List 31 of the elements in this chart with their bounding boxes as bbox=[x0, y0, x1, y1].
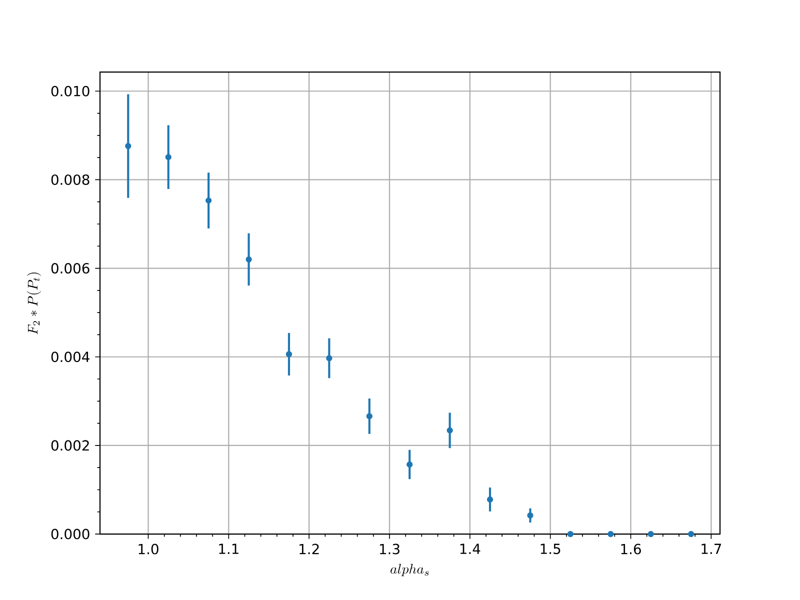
x-tick-label: 1.2 bbox=[300, 544, 319, 554]
y-tick-label: 0.010 bbox=[51, 86, 90, 96]
y-tick-label: 0.004 bbox=[51, 352, 90, 362]
point bbox=[165, 154, 172, 160]
point bbox=[648, 530, 654, 538]
point bbox=[567, 530, 574, 538]
y-tick-label: 0.002 bbox=[51, 440, 89, 451]
x-tick-label: 1.1 bbox=[219, 544, 238, 554]
x-tick-label: 1.4 bbox=[460, 544, 480, 554]
x-tick-label: 1.3 bbox=[380, 544, 400, 554]
x-axis-title: $alpha_s$ bbox=[390, 564, 429, 576]
y-tick-label: 0.000 bbox=[51, 528, 90, 540]
point bbox=[527, 512, 534, 518]
point bbox=[125, 142, 132, 150]
x-tick-label: 1.5 bbox=[540, 544, 560, 554]
y-tick-label: 0.006 bbox=[51, 263, 90, 274]
point bbox=[366, 413, 372, 420]
point bbox=[286, 351, 292, 358]
point bbox=[608, 530, 614, 538]
y-tick-label: 0.008 bbox=[51, 174, 90, 185]
point bbox=[446, 427, 453, 434]
x-tick-label: 1.6 bbox=[621, 544, 641, 554]
x-tick-label: 1.0 bbox=[138, 544, 158, 554]
point bbox=[206, 197, 212, 204]
point bbox=[486, 496, 494, 503]
point bbox=[246, 256, 252, 262]
y-axis-title: $F_2 * P(P_t)$ bbox=[27, 272, 41, 334]
point bbox=[688, 530, 694, 538]
point bbox=[406, 461, 413, 468]
point bbox=[326, 355, 332, 362]
x-tick-label: 1.7 bbox=[702, 544, 722, 554]
